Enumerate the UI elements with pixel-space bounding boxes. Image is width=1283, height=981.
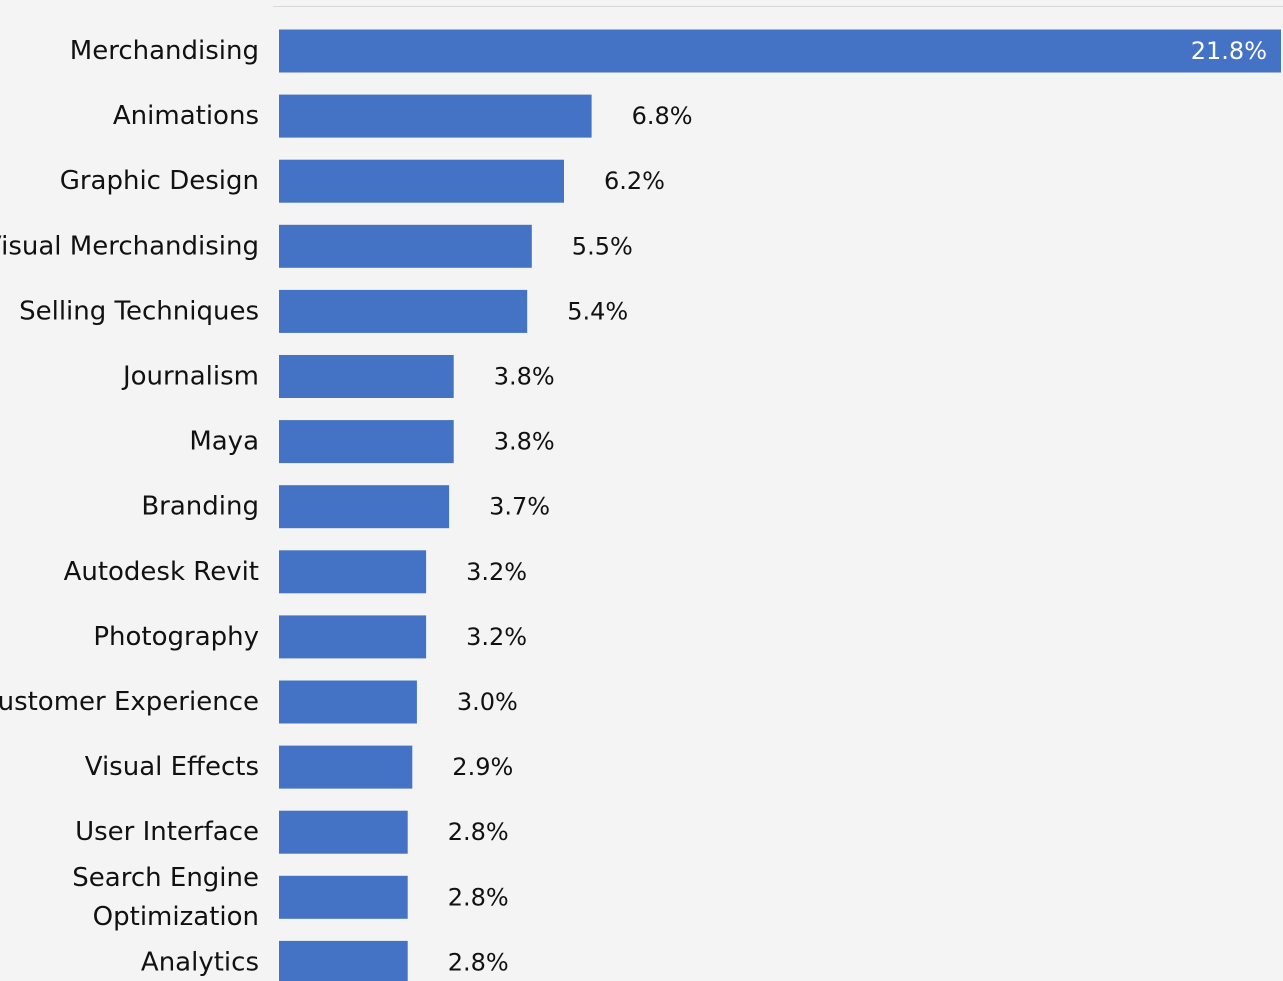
category-label-customer-experience: Customer Experience (0, 687, 259, 717)
category-label-photography: Photography (93, 622, 259, 652)
bar-graphic-design (279, 159, 564, 203)
category-label-graphic-design: Graphic Design (60, 166, 259, 196)
category-label-line: Autodesk Revit (64, 557, 259, 587)
bar-user-interface (279, 810, 408, 854)
bar-visual-merchandising (279, 224, 532, 268)
value-label-photography: 3.2% (466, 623, 527, 651)
bar-animations (279, 94, 592, 138)
category-label-analytics: Analytics (141, 947, 259, 977)
bars-group (279, 29, 1281, 981)
bar-journalism (279, 355, 454, 398)
category-label-visual-merchandising: Visual Merchandising (0, 231, 259, 261)
category-label-line: Search Engine (72, 863, 259, 893)
bar-visual-effects (279, 745, 413, 789)
category-label-journalism: Journalism (121, 362, 259, 392)
category-label-line: Optimization (93, 902, 259, 932)
value-label-selling-techniques: 5.4% (567, 297, 628, 325)
bar-maya (279, 420, 454, 464)
category-label-line: User Interface (75, 817, 259, 847)
value-label-merchandising: 21.8% (1191, 37, 1267, 65)
value-label-autodesk-revit: 3.2% (466, 558, 527, 586)
category-label-line: Graphic Design (60, 166, 259, 196)
category-label-line: Visual Effects (85, 752, 259, 782)
bar-analytics (279, 940, 408, 981)
bar-branding (279, 485, 450, 529)
category-label-animations: Animations (113, 101, 259, 131)
category-label-line: Branding (141, 492, 259, 522)
category-label-maya: Maya (189, 427, 259, 457)
category-label-branding: Branding (141, 492, 259, 522)
category-label-merchandising: Merchandising (70, 36, 259, 66)
category-label-line: Journalism (121, 362, 259, 392)
value-label-visual-effects: 2.9% (452, 753, 513, 781)
bar-search-engine-optimization (279, 875, 408, 919)
value-label-user-interface: 2.8% (448, 818, 509, 846)
category-label-line: Selling Techniques (19, 296, 259, 326)
bar-selling-techniques (279, 289, 528, 333)
category-label-line: Maya (189, 427, 259, 457)
value-label-graphic-design: 6.2% (604, 167, 665, 195)
category-label-line: Photography (93, 622, 259, 652)
category-label-line: Customer Experience (0, 687, 259, 717)
category-label-line: Analytics (141, 947, 259, 977)
bar-customer-experience (279, 680, 417, 724)
category-label-search-engine-optimization: Search Engine Optimization (72, 863, 259, 932)
value-label-branding: 3.7% (489, 493, 550, 521)
value-label-customer-experience: 3.0% (457, 688, 518, 716)
value-label-search-engine-optimization: 2.8% (448, 883, 509, 911)
category-label-line: Visual Merchandising (0, 231, 259, 261)
value-label-visual-merchandising: 5.5% (572, 232, 633, 260)
category-label-autodesk-revit: Autodesk Revit (64, 557, 259, 587)
bar-photography (279, 615, 427, 659)
category-label-line: Merchandising (70, 36, 259, 66)
value-labels-group: 21.8% 6.8% 6.2% 5.5% 5.4% 3.8% 3.8% 3.7% 3.2% 3.2… (448, 37, 1267, 976)
value-label-animations: 6.8% (632, 102, 693, 130)
category-label-selling-techniques: Selling Techniques (19, 296, 259, 326)
category-labels-group: Merchandising Animations Graphic Design Vis… (0, 36, 259, 977)
category-label-user-interface: User Interface (75, 817, 259, 847)
value-label-maya: 3.8% (494, 428, 555, 456)
value-label-analytics: 2.8% (448, 948, 509, 976)
category-label-visual-effects: Visual Effects (85, 752, 259, 782)
bar-autodesk-revit (279, 550, 427, 594)
bar-merchandising (279, 29, 1281, 73)
category-label-line: Animations (113, 101, 259, 131)
value-label-journalism: 3.8% (494, 363, 555, 391)
